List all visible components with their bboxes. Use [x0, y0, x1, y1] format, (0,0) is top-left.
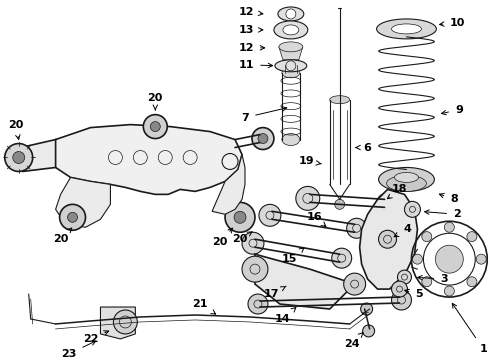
- Circle shape: [248, 294, 268, 314]
- Circle shape: [377, 193, 396, 213]
- Circle shape: [436, 245, 464, 273]
- Ellipse shape: [392, 24, 421, 34]
- Circle shape: [113, 310, 137, 334]
- Circle shape: [467, 231, 477, 242]
- Circle shape: [397, 270, 412, 284]
- Text: 4: 4: [394, 224, 412, 237]
- Circle shape: [68, 212, 77, 222]
- Text: 11: 11: [238, 60, 272, 70]
- Ellipse shape: [275, 60, 307, 72]
- Ellipse shape: [379, 167, 435, 192]
- Circle shape: [242, 256, 268, 282]
- Polygon shape: [16, 140, 55, 171]
- Text: 20: 20: [212, 228, 233, 247]
- Polygon shape: [279, 47, 303, 60]
- Circle shape: [379, 230, 396, 248]
- Circle shape: [5, 144, 33, 171]
- Ellipse shape: [278, 7, 304, 21]
- Text: 17: 17: [264, 286, 286, 299]
- Ellipse shape: [274, 21, 308, 39]
- Text: 6: 6: [356, 143, 371, 153]
- Text: 20: 20: [8, 120, 24, 139]
- Text: 12: 12: [238, 43, 265, 53]
- Ellipse shape: [283, 25, 299, 35]
- Ellipse shape: [387, 175, 426, 192]
- Text: 19: 19: [299, 157, 321, 166]
- Text: 21: 21: [193, 299, 216, 314]
- Circle shape: [392, 290, 412, 310]
- Text: 5: 5: [405, 289, 423, 299]
- Polygon shape: [49, 125, 242, 194]
- Text: 24: 24: [344, 333, 363, 349]
- Circle shape: [234, 211, 246, 223]
- Ellipse shape: [282, 68, 300, 78]
- Circle shape: [392, 281, 408, 297]
- Text: 20: 20: [232, 232, 252, 244]
- Circle shape: [476, 254, 486, 264]
- Circle shape: [13, 152, 24, 163]
- Text: 22: 22: [83, 331, 109, 344]
- Polygon shape: [255, 254, 355, 309]
- Polygon shape: [55, 177, 110, 227]
- Circle shape: [286, 9, 296, 19]
- Circle shape: [361, 303, 372, 315]
- Ellipse shape: [285, 62, 297, 68]
- Text: 2: 2: [425, 209, 461, 219]
- Text: 23: 23: [61, 341, 96, 359]
- Circle shape: [444, 222, 454, 232]
- Text: 20: 20: [53, 228, 72, 244]
- Text: 20: 20: [147, 93, 163, 110]
- Circle shape: [422, 231, 432, 242]
- Text: 12: 12: [238, 7, 263, 17]
- Polygon shape: [360, 189, 417, 289]
- Circle shape: [343, 273, 366, 295]
- Text: 7: 7: [241, 107, 287, 123]
- Circle shape: [363, 325, 374, 337]
- Circle shape: [346, 218, 367, 238]
- Text: 15: 15: [282, 248, 304, 264]
- Text: 10: 10: [440, 18, 465, 28]
- Text: 14: 14: [275, 307, 296, 324]
- Ellipse shape: [282, 134, 300, 145]
- Circle shape: [225, 202, 255, 232]
- Circle shape: [413, 254, 422, 264]
- Circle shape: [332, 248, 352, 268]
- Circle shape: [60, 204, 86, 230]
- Text: 8: 8: [440, 193, 458, 204]
- Circle shape: [444, 286, 454, 296]
- Ellipse shape: [279, 42, 303, 52]
- Text: 1: 1: [452, 303, 487, 354]
- Polygon shape: [100, 307, 135, 339]
- Circle shape: [467, 277, 477, 287]
- Circle shape: [404, 201, 420, 217]
- Circle shape: [259, 204, 281, 226]
- Circle shape: [335, 199, 344, 209]
- Circle shape: [252, 127, 274, 149]
- Ellipse shape: [394, 172, 418, 183]
- Text: 9: 9: [441, 105, 463, 115]
- Circle shape: [144, 114, 167, 139]
- Ellipse shape: [330, 96, 350, 104]
- Text: 3: 3: [417, 274, 448, 284]
- Ellipse shape: [377, 19, 437, 39]
- Circle shape: [422, 277, 432, 287]
- Circle shape: [242, 232, 264, 254]
- Circle shape: [258, 134, 268, 144]
- Text: 18: 18: [388, 184, 407, 199]
- Text: 16: 16: [307, 212, 326, 226]
- Circle shape: [296, 186, 320, 210]
- Polygon shape: [212, 154, 245, 214]
- Circle shape: [150, 122, 160, 131]
- Text: 13: 13: [238, 25, 263, 35]
